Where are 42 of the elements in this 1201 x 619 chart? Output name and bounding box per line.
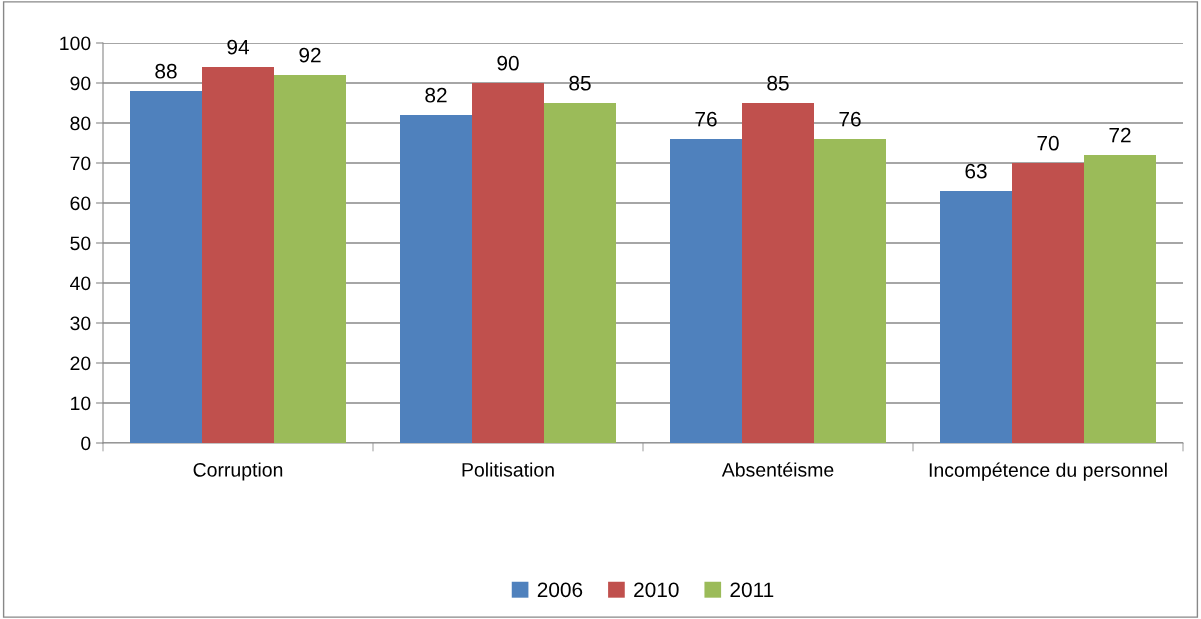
legend-label: 2011	[730, 582, 774, 598]
data-label: 88	[155, 63, 177, 79]
y-tick-label: 70	[70, 156, 91, 171]
data-label: 76	[839, 111, 861, 127]
bar	[544, 103, 616, 443]
data-label: 72	[1109, 127, 1131, 143]
data-label: 85	[569, 75, 591, 91]
y-tick-label: 90	[70, 76, 91, 91]
x-tick-label: Incompétence du personnel	[929, 462, 1167, 481]
data-label: 82	[425, 87, 447, 103]
x-tick-label: Politisation	[462, 462, 554, 477]
data-label: 94	[227, 39, 249, 55]
legend-label: 2010	[634, 582, 679, 598]
data-label: 85	[767, 75, 789, 91]
data-label: 76	[695, 111, 717, 127]
bar	[472, 83, 544, 443]
data-label: 63	[965, 163, 987, 179]
y-tick-label: 30	[70, 316, 91, 331]
y-tick-label: 60	[70, 196, 91, 211]
bar	[814, 139, 886, 443]
bar	[130, 91, 202, 443]
bar	[940, 191, 1012, 443]
bar	[1084, 155, 1156, 443]
bar	[202, 67, 274, 443]
data-label: 70	[1037, 135, 1059, 151]
legend-label: 2006	[537, 582, 583, 598]
y-tick-label: 40	[70, 276, 91, 291]
x-tick-label: Absentéisme	[721, 462, 834, 477]
y-tick-label: 80	[70, 116, 91, 131]
bar	[400, 115, 472, 443]
bar	[670, 139, 742, 443]
data-label: 92	[299, 47, 321, 63]
bar	[274, 75, 346, 443]
bar	[742, 103, 814, 443]
bar	[1012, 163, 1084, 443]
data-label: 90	[497, 55, 519, 71]
y-tick-label: 100	[60, 36, 91, 51]
y-tick-label: 0	[81, 436, 91, 451]
x-tick-label: Corruption	[193, 462, 283, 481]
y-tick-label: 50	[70, 236, 91, 251]
y-tick-label: 20	[70, 356, 91, 371]
y-tick-label: 10	[71, 396, 91, 411]
